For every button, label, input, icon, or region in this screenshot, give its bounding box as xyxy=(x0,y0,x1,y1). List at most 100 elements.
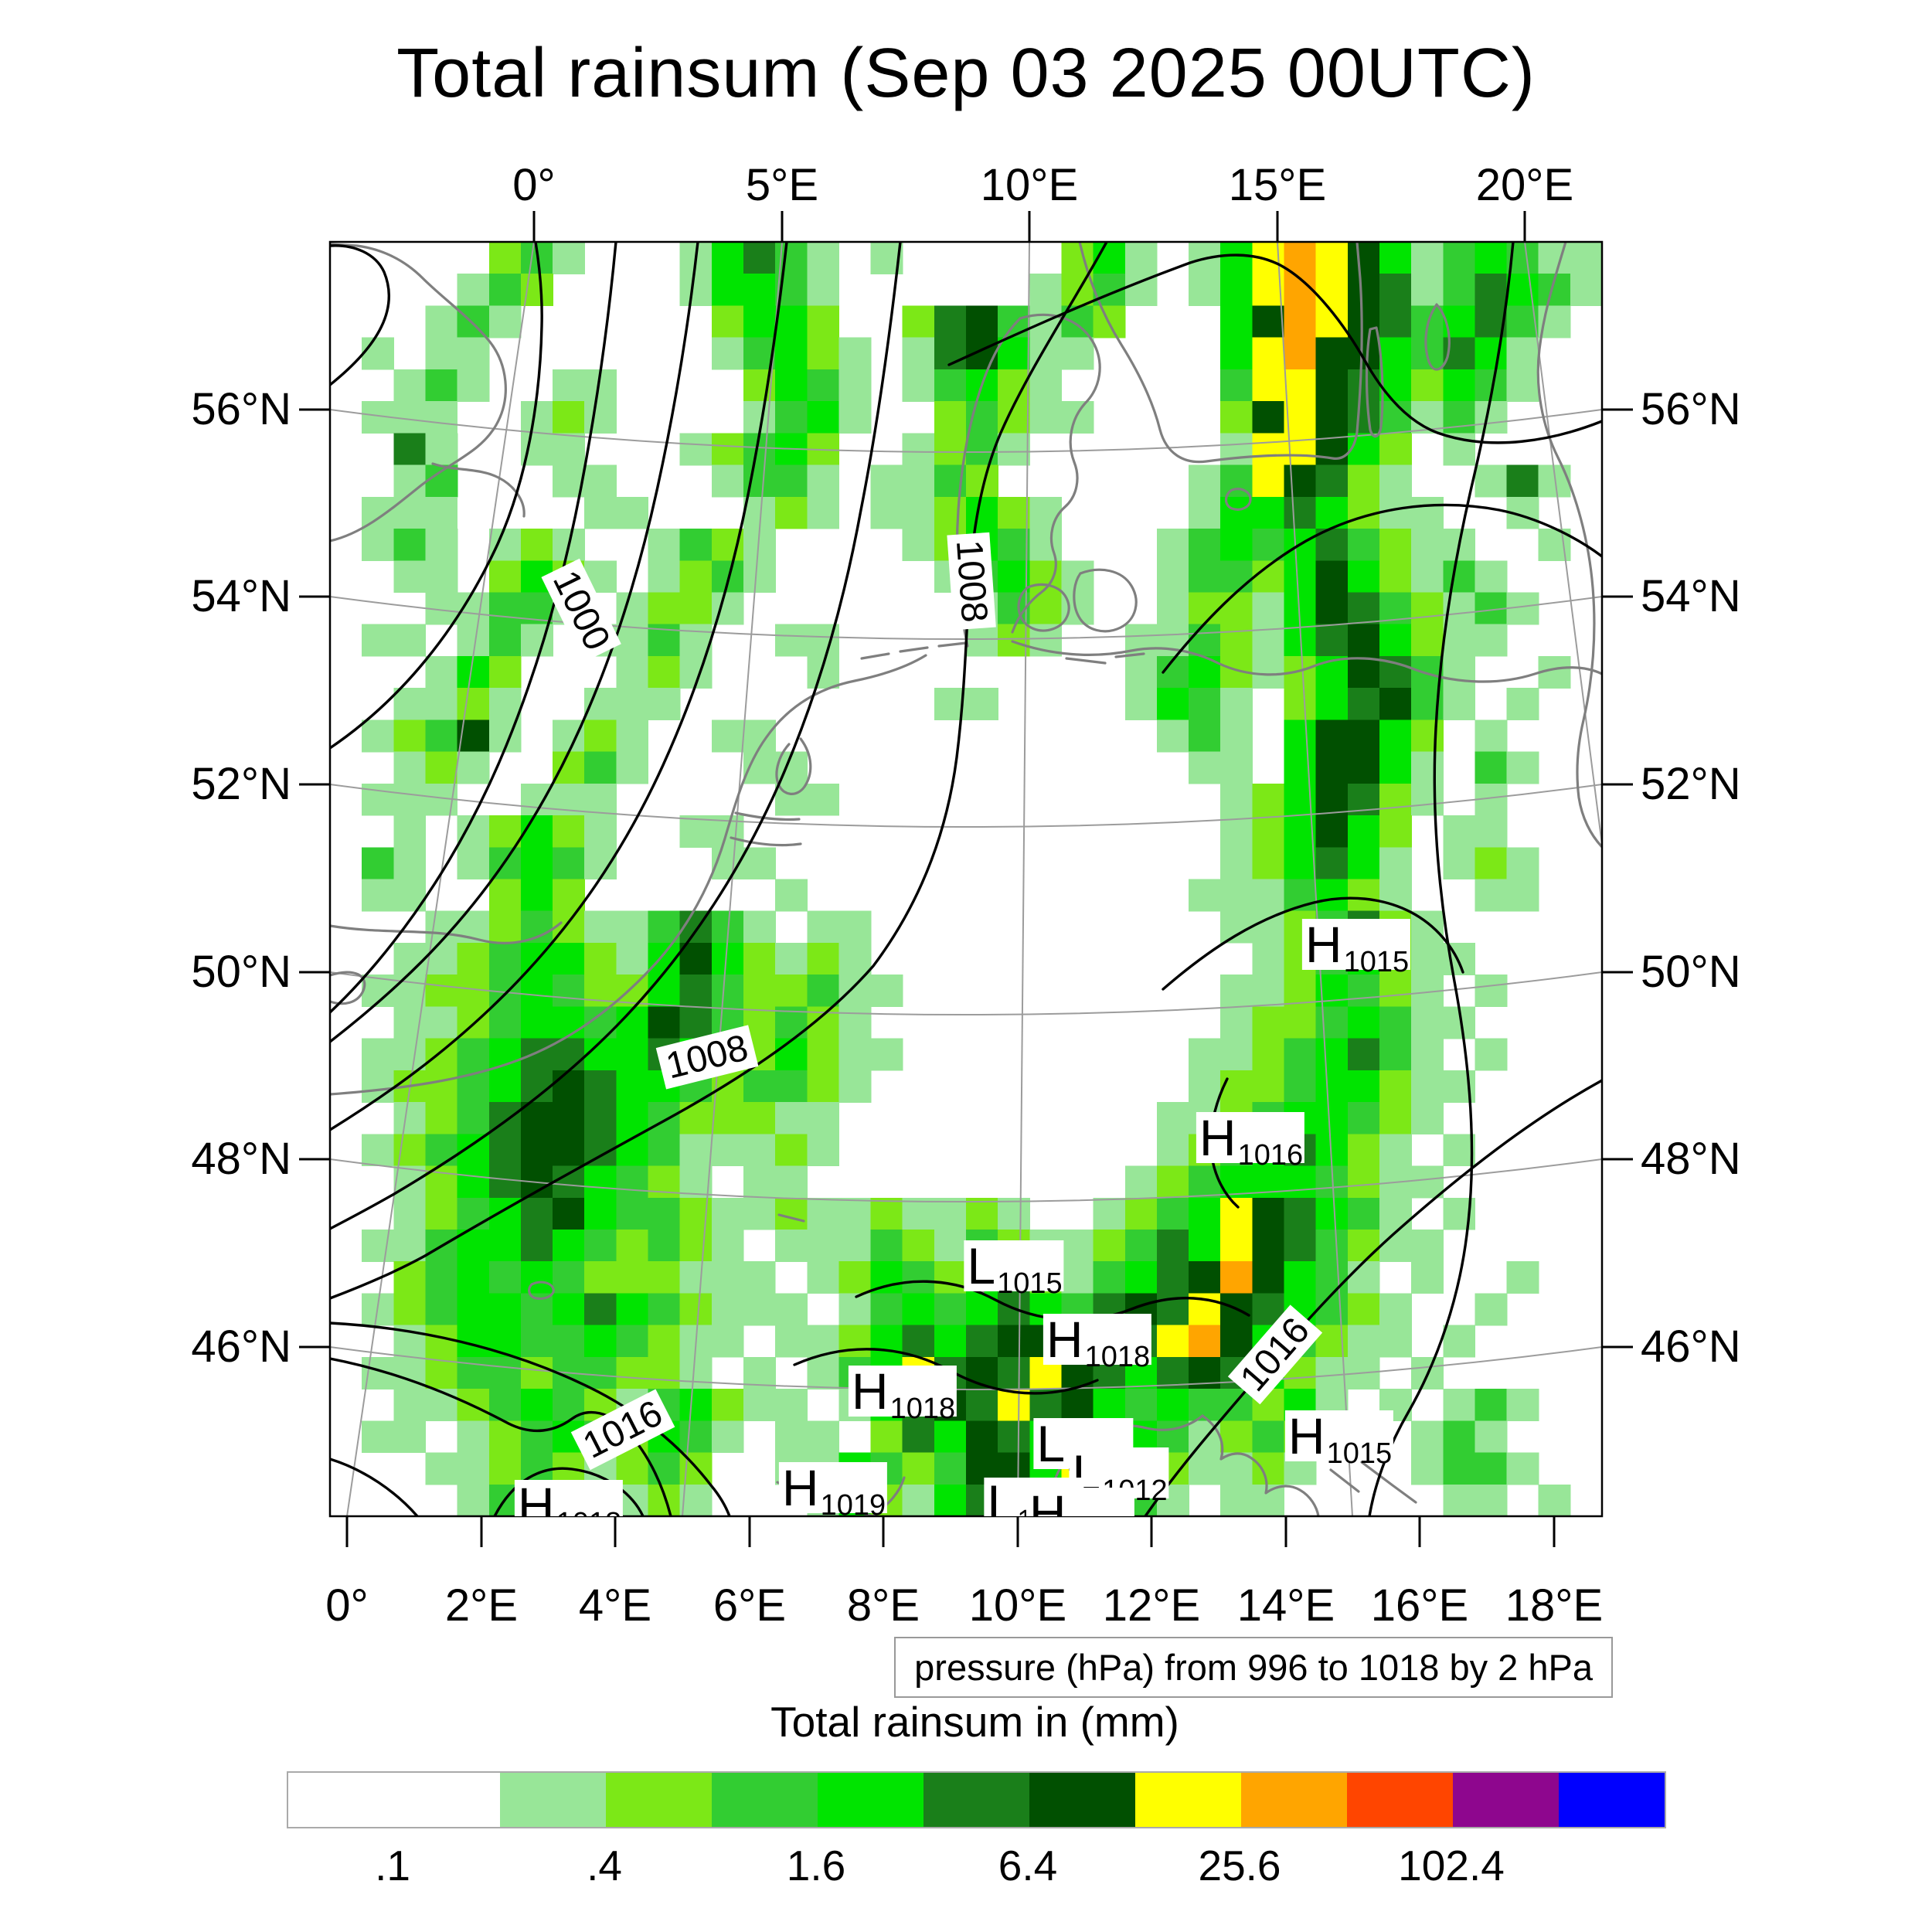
axis-tick-label-bottom: 18°E xyxy=(1505,1580,1604,1631)
coastline-path xyxy=(1329,1461,1417,1504)
coastline-path xyxy=(1011,640,1602,683)
colorbar-cell xyxy=(923,1773,1029,1827)
pressure-contours xyxy=(330,242,1602,1516)
contour-path xyxy=(330,1458,419,1516)
coastline-path xyxy=(330,654,927,1096)
colorbar-cell xyxy=(1559,1773,1665,1827)
pressure-center-letter: H xyxy=(1287,1407,1325,1464)
coastline-path xyxy=(1201,1414,1320,1516)
contour-path xyxy=(330,1321,731,1516)
pressure-center-label: H1012 xyxy=(1026,1488,1135,1516)
colorbar-cell xyxy=(1241,1773,1347,1827)
axis-tick-label-left: 48°N xyxy=(191,1134,291,1184)
axis-tick-label-right: 50°N xyxy=(1641,947,1741,997)
pressure-center-letter: H xyxy=(781,1459,819,1516)
colorbar-tick-label: 6.4 xyxy=(998,1842,1058,1889)
pressure-center-value: 1015 xyxy=(1343,946,1410,978)
axis-ticks xyxy=(299,211,1633,1547)
coastline-path xyxy=(775,737,812,795)
pressure-center-letter: L xyxy=(1036,1415,1066,1472)
colorbar-tick-label: .4 xyxy=(587,1842,622,1889)
axis-tick-label-bottom: 0° xyxy=(325,1580,369,1631)
axis-tick-label-bottom: 10°E xyxy=(968,1580,1067,1631)
coastline-path xyxy=(777,1213,805,1223)
pressure-center-label: H1018 xyxy=(514,1480,624,1516)
colorbar-cell xyxy=(606,1773,712,1827)
pressure-center-letter: H xyxy=(851,1362,889,1420)
axis-tick-label-left: 50°N xyxy=(191,947,291,997)
axis-tick-label-bottom: 14°E xyxy=(1236,1580,1335,1631)
colorbar-cell xyxy=(288,1773,396,1827)
axis-tick-label-top: 0° xyxy=(512,160,556,210)
axis-tick-label-top: 10°E xyxy=(980,160,1079,210)
contour-label: 1000 xyxy=(541,558,621,663)
pressure-center-label: H1015 xyxy=(1301,919,1411,977)
pressure-center-value: 1012 xyxy=(1068,1515,1134,1516)
coastline-path xyxy=(730,836,802,847)
pressure-center-label: H1015 xyxy=(1284,1407,1394,1468)
pressure-center-label: H1018 xyxy=(848,1366,957,1423)
contour-label: 1016 xyxy=(570,1389,675,1471)
coastline-path xyxy=(1073,568,1138,633)
axis-tick-label-right: 56°N xyxy=(1641,384,1741,434)
coastline-path xyxy=(1011,313,1101,634)
pressure-center-label: H1019 xyxy=(778,1459,888,1516)
coastline-path xyxy=(1536,242,1602,849)
axis-tick-label-bottom: 2°E xyxy=(444,1580,519,1631)
axis-tick-label-left: 46°N xyxy=(191,1321,291,1372)
colorbar-cell xyxy=(1453,1773,1559,1827)
contour-path xyxy=(330,1357,672,1516)
axis-tick-label-right: 46°N xyxy=(1641,1321,1741,1372)
axis-tick-label-top: 15°E xyxy=(1228,160,1327,210)
coastline-path xyxy=(330,971,366,1005)
colorbar-cell xyxy=(500,1773,606,1827)
pressure-center-letter: L xyxy=(987,1475,1016,1516)
colorbar-tick-label: .1 xyxy=(375,1842,410,1889)
contour-path xyxy=(330,242,617,1014)
contour-path xyxy=(1144,1079,1602,1516)
pressure-caption: pressure (hPa) from 996 to 1018 by 2 hPa xyxy=(894,1637,1613,1698)
colorbar-tick-label: 25.6 xyxy=(1198,1842,1281,1889)
colorbar-cell xyxy=(818,1773,923,1827)
pressure-center-value: 1018 xyxy=(1084,1341,1151,1373)
colorbar-cell xyxy=(394,1773,502,1827)
axis-tick-label-left: 56°N xyxy=(191,384,291,434)
contour-label: 1016 xyxy=(1227,1304,1323,1405)
pressure-center-value: 1016 xyxy=(1237,1139,1304,1172)
axis-tick-label-bottom: 6°E xyxy=(713,1580,787,1631)
axis-tick-label-bottom: 16°E xyxy=(1370,1580,1469,1631)
axis-tick-label-right: 48°N xyxy=(1641,1134,1741,1184)
colorbar-cell xyxy=(1135,1773,1241,1827)
axis-tick-label-right: 54°N xyxy=(1641,571,1741,621)
contour-path xyxy=(330,244,391,386)
colorbar-tick-label: 102.4 xyxy=(1398,1842,1505,1889)
pressure-center-value: 1018 xyxy=(889,1393,956,1425)
contour-path xyxy=(1162,896,1464,991)
colorbar-cell xyxy=(1029,1773,1135,1827)
map-label-layer: 1000 1008 1008 1016 1016 H1015 H1016 L1015 H1018… xyxy=(330,242,1602,1516)
coastline-path xyxy=(528,1281,555,1300)
pressure-center-label: H1016 xyxy=(1196,1112,1305,1170)
coastline-path xyxy=(1065,652,1145,665)
contour-path xyxy=(330,242,788,1131)
contour-path xyxy=(330,242,1108,1300)
pressure-center-value: 1019 xyxy=(820,1489,886,1516)
contour-path xyxy=(1162,503,1602,674)
axis-tick-label-top: 5°E xyxy=(745,160,819,210)
legend-title: Total rainsum in (mm) xyxy=(770,1698,1179,1746)
axis-tick-label-left: 52°N xyxy=(191,759,291,809)
pressure-center-label: H1018 xyxy=(1043,1314,1152,1372)
page-title: Total rainsum (Sep 03 2025 00UTC) xyxy=(396,35,1536,112)
contour-label: 1008 xyxy=(655,1025,759,1090)
coastline-path xyxy=(1424,303,1451,371)
coastline-path xyxy=(330,243,507,543)
colorbar-cell xyxy=(1347,1773,1453,1827)
colorbar-cell xyxy=(712,1773,818,1827)
colorbar xyxy=(287,1771,1666,1828)
graticule xyxy=(330,242,1602,1516)
axis-tick-label-right: 52°N xyxy=(1641,759,1741,809)
pressure-center-letter: L xyxy=(967,1237,996,1294)
colorbar-tick-label: 1.6 xyxy=(786,1842,846,1889)
